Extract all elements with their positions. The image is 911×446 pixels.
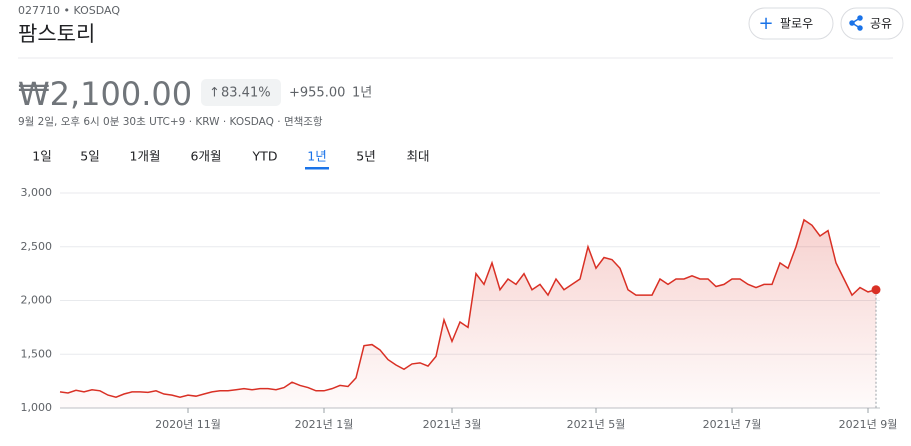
tab[interactable]: 1년 bbox=[307, 149, 326, 164]
tab[interactable]: 최대 bbox=[406, 149, 429, 164]
tab[interactable]: YTD bbox=[252, 149, 278, 164]
tab[interactable]: 1개월 bbox=[130, 149, 161, 164]
stock-name: 팜스토리 bbox=[18, 22, 95, 46]
follow-button[interactable] bbox=[748, 7, 834, 40]
change-period: 1년 bbox=[352, 86, 372, 101]
arrow-up: ↑ bbox=[209, 86, 220, 101]
ticker: 027710 • KOSDAQ bbox=[18, 4, 120, 17]
share-label[interactable]: 공유 bbox=[870, 17, 892, 31]
y-tick-label: 1,500 bbox=[21, 347, 53, 360]
y-tick-label: 2,500 bbox=[21, 240, 53, 253]
change-badge bbox=[201, 79, 281, 106]
x-tick-label: 2021년 5월 bbox=[567, 418, 626, 431]
x-tick-label: 2021년 9월 bbox=[839, 418, 898, 431]
last-point bbox=[871, 285, 881, 295]
change-value: +955.00 bbox=[289, 86, 345, 101]
meta: 9월 2일, 오후 6시 0분 30초 UTC+9 · KRW · KOSDAQ… bbox=[18, 115, 323, 128]
tab-underline bbox=[305, 167, 329, 170]
share-button[interactable] bbox=[840, 7, 904, 40]
tab[interactable]: 5일 bbox=[80, 149, 99, 164]
tab[interactable]: 6개월 bbox=[191, 149, 222, 164]
tab[interactable]: 1일 bbox=[32, 149, 51, 164]
y-tick-label: 1,000 bbox=[21, 401, 53, 414]
area-fill bbox=[60, 219, 876, 408]
follow-label[interactable]: 팔로우 bbox=[780, 17, 813, 31]
chart: 1,000 1,500 2,000 2,500 3,000 2020년 11월 2021년 … bbox=[21, 186, 898, 431]
share-icon bbox=[849, 15, 863, 31]
x-tick-label: 2021년 1월 bbox=[295, 418, 354, 431]
y-tick-label: 3,000 bbox=[21, 186, 53, 199]
x-tick-label: 2020년 11월 bbox=[155, 418, 221, 431]
change-percent: 83.41% bbox=[221, 86, 271, 101]
x-tick-label: 2021년 3월 bbox=[423, 418, 482, 431]
tab[interactable]: 5년 bbox=[356, 149, 375, 164]
y-tick-label: 2,000 bbox=[21, 294, 53, 307]
price: ₩2,100.00 bbox=[18, 75, 192, 113]
price-line bbox=[59, 218, 877, 399]
tabs: 1일 5일 1개월 6개월 YTD 1년 5년 최대 bbox=[32, 149, 430, 170]
x-tick-label: 2021년 7월 bbox=[703, 418, 762, 431]
plus-icon: + bbox=[758, 13, 773, 34]
